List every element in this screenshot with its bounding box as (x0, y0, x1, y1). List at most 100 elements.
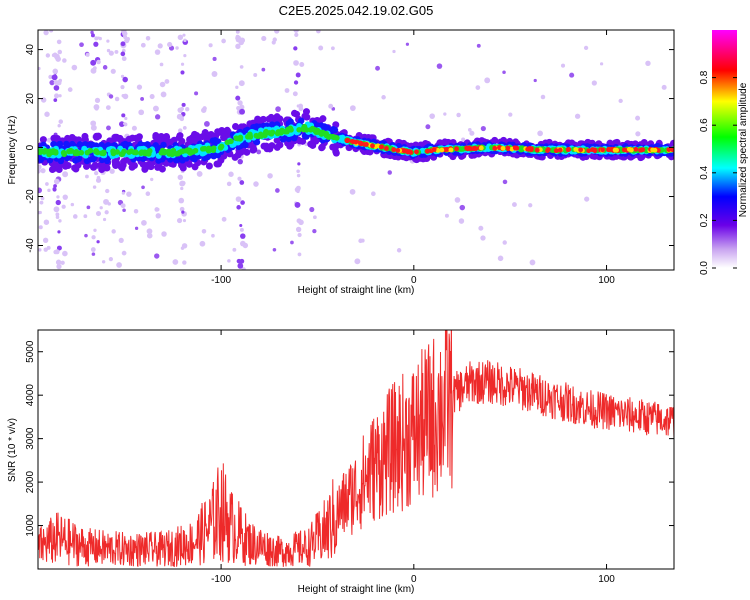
noise-streak (93, 104, 100, 111)
noise-speckle (458, 218, 465, 224)
noise-streak (53, 178, 60, 185)
noise-streak (52, 52, 58, 57)
spectrogram-marks (38, 30, 674, 270)
noise-streak (52, 187, 57, 192)
spectral-point (158, 165, 166, 173)
spectral-point (320, 130, 327, 136)
noise-speckle (46, 137, 52, 143)
noise-speckle (284, 88, 290, 93)
noise-speckle (71, 64, 78, 71)
spectral-peak (404, 148, 410, 154)
spectral-peak (478, 145, 484, 151)
spectral-point (117, 163, 125, 171)
noise-speckle (45, 53, 51, 58)
noise-streak (294, 32, 299, 37)
noise-speckle (274, 30, 280, 34)
colorbar-tick-label: 0.6 (699, 118, 710, 132)
noise-speckle (175, 46, 179, 50)
noise-speckle (101, 260, 106, 264)
spectral-peak (353, 139, 359, 145)
noise-speckle (145, 191, 151, 197)
noise-streak (296, 173, 301, 178)
spectral-point (189, 149, 195, 156)
spectral-point (87, 147, 94, 154)
spectral-peak (492, 145, 498, 151)
noise-speckle (38, 66, 41, 71)
y-tick-label: 20 (25, 93, 36, 105)
spectral-peak (408, 150, 414, 155)
noise-speckle (618, 98, 623, 104)
spectral-peak (545, 148, 550, 153)
noise-streak (181, 102, 186, 107)
spectral-peak (589, 147, 595, 153)
noise-speckle (456, 112, 461, 118)
spectral-point (167, 149, 173, 156)
spectral-peak (439, 147, 445, 153)
snr-y-label: SNR (10 * v/v) (7, 418, 18, 482)
spectral-point (250, 123, 257, 131)
noise-speckle (267, 173, 273, 179)
noise-streak (235, 37, 241, 43)
spectral-peak (379, 144, 384, 150)
spectral-peak (414, 149, 419, 155)
noise-speckle (429, 113, 436, 119)
noise-speckle (201, 107, 207, 113)
colorbar-tick-label: 0.8 (699, 70, 710, 84)
noise-speckle (48, 74, 53, 80)
noise-speckle (290, 240, 294, 245)
noise-speckle (635, 115, 641, 121)
noise-streak (182, 33, 186, 37)
spectral-point (39, 136, 47, 144)
noise-streak (120, 41, 126, 47)
noise-streak (176, 113, 183, 120)
noise-speckle (204, 121, 210, 127)
spectral-point (327, 133, 334, 140)
noise-streak (178, 197, 185, 204)
noise-speckle (136, 84, 143, 90)
noise-streak (122, 76, 128, 83)
noise-speckle (360, 238, 365, 243)
noise-streak (178, 128, 183, 133)
noise-streak (235, 95, 241, 101)
noise-speckle (138, 109, 145, 116)
noise-speckle (43, 219, 50, 225)
noise-streak (237, 158, 243, 165)
noise-streak (180, 186, 184, 191)
spectral-point (120, 158, 128, 166)
spectral-point (301, 124, 307, 131)
spectral-point (318, 144, 326, 152)
noise-streak (53, 98, 58, 102)
noise-speckle (226, 181, 232, 187)
noise-streak (239, 223, 243, 228)
spectral-point (640, 138, 648, 146)
spectral-point (309, 141, 317, 149)
noise-speckle (436, 63, 443, 69)
noise-speckle (599, 62, 604, 66)
noise-speckle (105, 188, 110, 194)
noise-streak (239, 104, 245, 110)
noise-speckle (569, 72, 575, 78)
noise-speckle (272, 247, 277, 252)
spectral-point (296, 126, 302, 133)
noise-streak (124, 116, 128, 121)
noise-speckle (508, 112, 513, 117)
noise-speckle (540, 94, 546, 100)
noise-speckle (261, 67, 266, 72)
noise-speckle (134, 226, 139, 230)
y-tick-label: 4000 (25, 384, 36, 407)
spectral-peak (655, 148, 661, 153)
noise-speckle (443, 112, 447, 116)
spectral-point (293, 110, 301, 118)
x-tick-label: -100 (211, 574, 231, 585)
noise-speckle (108, 94, 114, 99)
colorbar-tick-label: 0.4 (699, 165, 710, 179)
noise-speckle (476, 43, 481, 48)
spectral-point (217, 145, 224, 151)
snr-marks (38, 330, 674, 568)
noise-streak (238, 80, 245, 87)
noise-speckle (484, 77, 491, 84)
spectral-peak (496, 145, 502, 150)
noise-speckle (211, 233, 215, 238)
noise-speckle (661, 84, 667, 90)
y-tick-label: 5000 (25, 340, 36, 363)
